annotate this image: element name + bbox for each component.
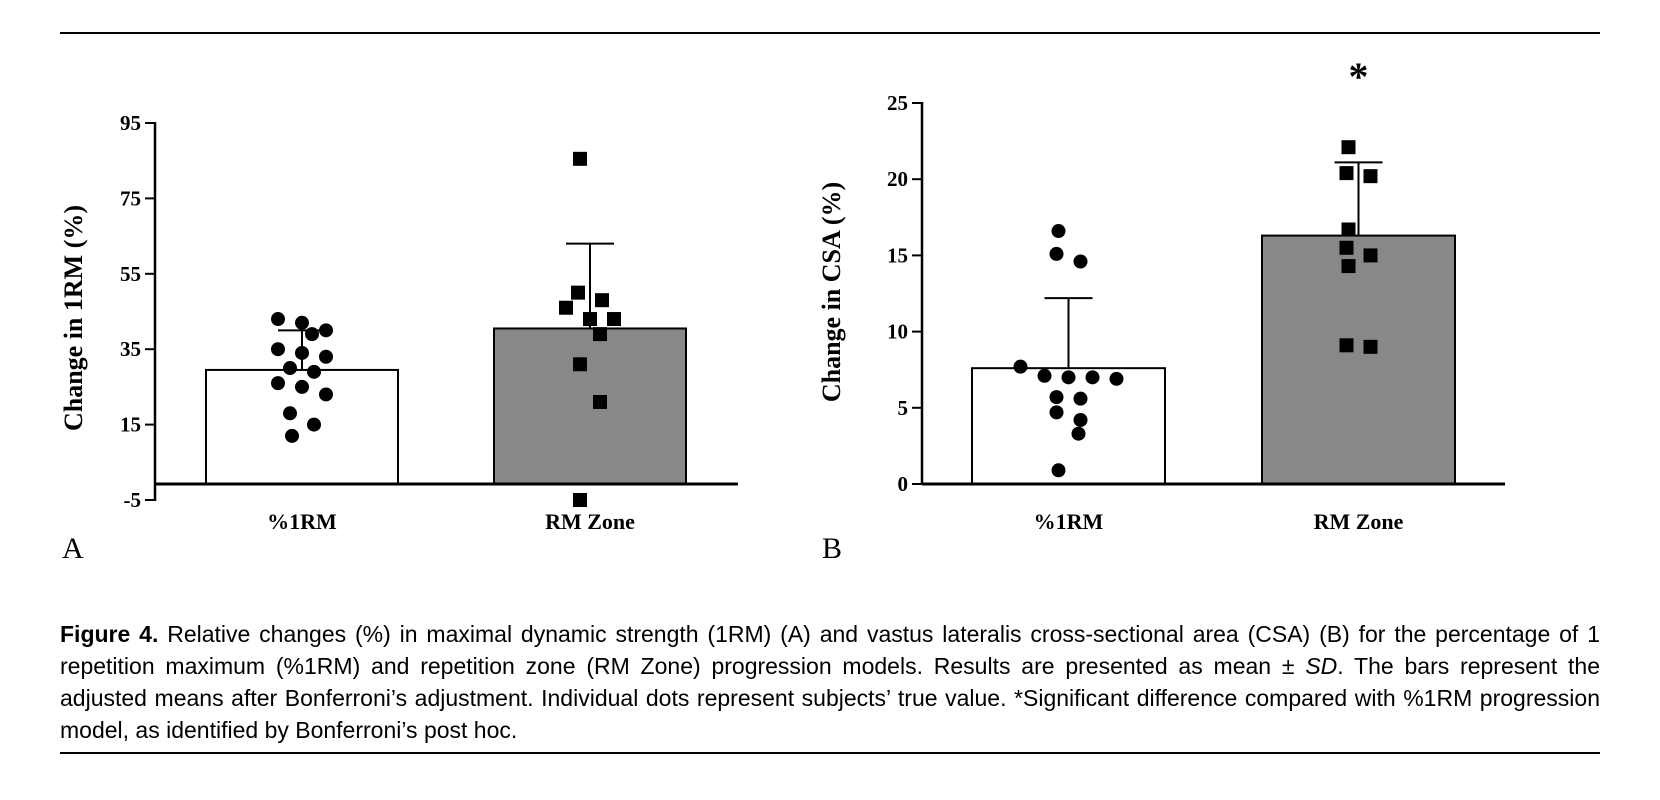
top-rule	[60, 32, 1600, 34]
panel-a-data-point	[307, 417, 321, 432]
panel-b-data-point	[1109, 371, 1124, 386]
panel-b-y-axis-title: Change in CSA (%)	[817, 182, 846, 402]
panel-a-data-point	[607, 312, 621, 327]
panel-b-data-point	[1037, 368, 1052, 383]
panel-b-data-point	[1363, 248, 1378, 263]
panel-b-data-point	[1049, 390, 1064, 405]
panel-a-data-point	[319, 349, 333, 364]
panel-a-y-tick-label: 15	[120, 413, 141, 437]
panel-a-category-label: %1RM	[267, 509, 337, 534]
panel-b-y-tick-label: 10	[887, 320, 908, 344]
panel-b-y-tick-label: 20	[887, 167, 908, 191]
panel-a-data-point	[319, 323, 333, 338]
panel-a-data-point	[283, 406, 297, 421]
panel-b-data-point	[1341, 222, 1356, 237]
panel-a-data-point	[285, 428, 299, 443]
panel-b-y-tick-label: 15	[887, 243, 908, 267]
panel-a-data-point	[319, 387, 333, 402]
panel-a-data-point	[283, 361, 297, 376]
panel-b-significance-asterisk: *	[1349, 54, 1369, 99]
figure-caption: Figure 4. Relative changes (%) in maxima…	[60, 618, 1600, 746]
panel-b-data-point	[1073, 391, 1088, 406]
panel-b-data-point	[1049, 246, 1064, 261]
panel-b-data-point	[1073, 254, 1088, 269]
panel-b-data-point	[1013, 359, 1028, 374]
panel-a-data-point	[305, 327, 319, 342]
panel-b-data-point	[1341, 259, 1356, 274]
bottom-rule	[60, 752, 1600, 754]
panel-b-y-tick-label: 0	[898, 472, 909, 496]
panel-a-y-tick-label: -5	[124, 488, 142, 512]
panel-b-data-point	[1339, 338, 1354, 353]
caption-text-1: Relative changes (%) in maximal dynamic …	[60, 621, 1600, 679]
panel-b-data-point	[1071, 426, 1086, 441]
panel-b-data-point	[1339, 166, 1354, 181]
panel-b-data-point	[1339, 240, 1354, 255]
panel-b-data-point	[1341, 140, 1356, 155]
panel-a-data-point	[295, 379, 309, 394]
panel-a-bar	[493, 327, 687, 485]
panel-b-category-label: %1RM	[1034, 509, 1104, 534]
panel-a-data-point	[295, 345, 309, 360]
panel-a-y-axis-title: Change in 1RM (%)	[59, 205, 88, 431]
panel-a-data-point	[573, 357, 587, 372]
panel-a-category-label: RM Zone	[545, 509, 635, 534]
panel-a-data-point	[295, 315, 309, 330]
panel-a-y-tick-label: 95	[120, 111, 141, 135]
panel-b-data-point	[1051, 224, 1066, 239]
figure-panels: -5 15 35 55 75 95 %1RM RM Zone Change in 1RM (%)…	[59, 54, 1505, 565]
panel-a-y-tick-label: 75	[120, 186, 141, 210]
panel-a-y-tick-label: 55	[120, 262, 141, 286]
panel-a-data-point	[593, 327, 607, 342]
panel-b-y-tick-label: 5	[898, 396, 909, 420]
caption-sd: SD	[1305, 653, 1338, 679]
panel-b-y-tick-label: 25	[887, 91, 908, 115]
panel-b-bar	[1261, 234, 1456, 485]
panel-a-data-point	[583, 312, 597, 327]
panel-a-data-point	[559, 300, 573, 315]
caption-label: Figure 4.	[60, 621, 159, 647]
caption-text-2: . The bars represent the adjusted means …	[60, 653, 1600, 743]
panel-a-data-point	[271, 376, 285, 391]
panel-b-data-point	[1363, 169, 1378, 184]
panel-b-category-label: RM Zone	[1314, 509, 1404, 534]
panel-b-bar	[971, 367, 1166, 485]
panel-b-panel-label: B	[822, 532, 842, 565]
panel-b-data-point	[1051, 463, 1066, 478]
panel-a-data-point	[573, 151, 587, 166]
panel-a-data-point	[571, 285, 585, 300]
panel-b-data-point	[1085, 370, 1100, 385]
panel-a-data-point	[271, 312, 285, 327]
panel-b-data-point	[1073, 412, 1088, 427]
panel-a-data-point	[307, 364, 321, 379]
panel-a-y-tick-label: 35	[120, 337, 141, 361]
panel-a-panel-label: A	[62, 532, 84, 565]
panel-b-data-point	[1363, 339, 1378, 354]
panel-a-data-point	[595, 293, 609, 308]
panel-a-data-point	[573, 493, 587, 507]
panel-b-data-point	[1061, 370, 1076, 385]
panel-a-data-point	[271, 342, 285, 357]
panel-a-data-point	[593, 394, 607, 409]
panel-b-data-point	[1049, 405, 1064, 420]
